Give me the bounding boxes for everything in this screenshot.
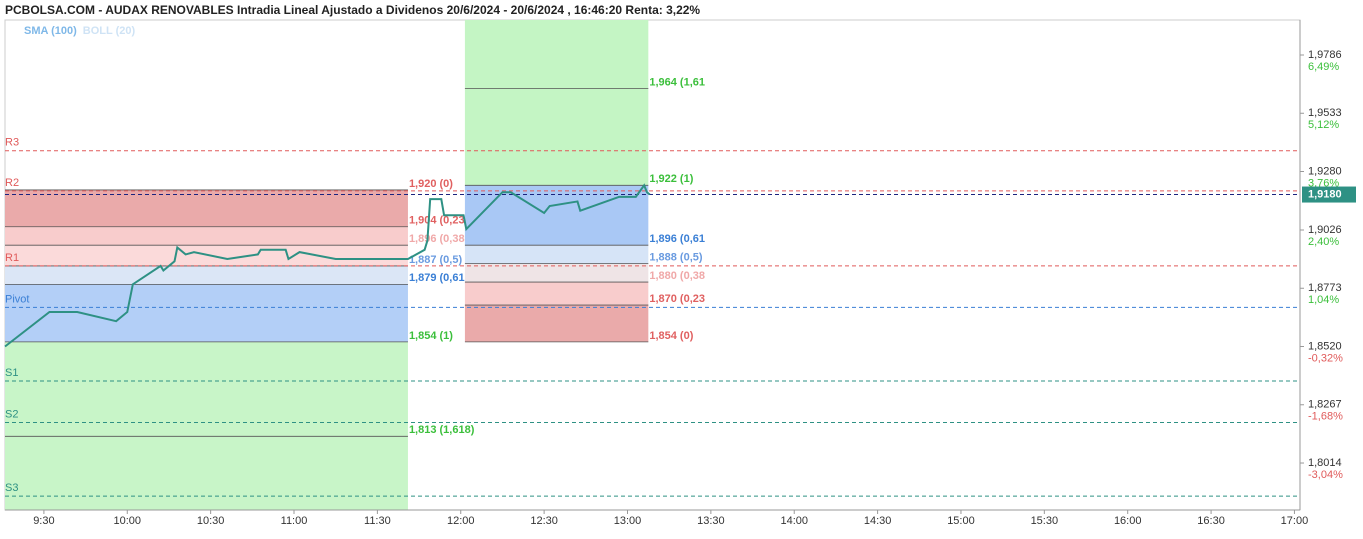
fib-zone: [5, 265, 408, 285]
y-tick-label: 1,9280: [1308, 165, 1342, 177]
fib-label: 1,896 (0,61: [649, 233, 705, 245]
x-tick-label: 12:30: [530, 515, 558, 527]
pivot-label: R1: [5, 252, 19, 264]
x-tick-label: 10:00: [114, 515, 142, 527]
price-line: [4, 183, 651, 348]
x-tick-label: 11:00: [281, 515, 308, 527]
y-tick-percent: -1,68%: [1308, 411, 1343, 423]
fib-label: 1,920 (0): [409, 178, 453, 190]
pivot-label: S3: [5, 482, 18, 494]
x-tick-label: 17:00: [1281, 515, 1309, 527]
fib-label: 1,904 (0,236): [409, 215, 475, 227]
x-tick-label: 14:00: [780, 515, 808, 527]
x-tick-label: 11:30: [364, 515, 391, 527]
fib-label: 1,870 (0,23: [649, 293, 705, 305]
fib-label: 1,813 (1,618): [409, 424, 475, 436]
fib-zone: [5, 436, 408, 510]
fib-zone: [464, 185, 649, 246]
fib-label: 1,964 (1,61: [649, 77, 705, 89]
fib-zone: [5, 226, 408, 246]
indicator-legend: SMA (100): [24, 25, 77, 37]
fib-zone: [464, 245, 649, 264]
x-tick-label: 12:00: [447, 515, 475, 527]
y-tick-label: 1,9786: [1308, 49, 1342, 61]
indicator-legend: BOLL (20): [83, 25, 136, 37]
x-tick-label: 14:30: [864, 515, 892, 527]
fib-label: 1,854 (0): [649, 330, 693, 342]
fib-zone: [464, 20, 649, 186]
x-tick-label: 10:30: [197, 515, 225, 527]
y-tick-percent: -3,04%: [1308, 469, 1343, 481]
fib-label: 1,880 (0,38: [649, 270, 705, 282]
pivot-label: R2: [5, 177, 19, 189]
fib-label: 1,854 (1): [409, 330, 453, 342]
pivot-label: Pivot: [5, 293, 29, 305]
last-price-label: 1,9180: [1308, 188, 1342, 200]
y-tick-percent: 3,76%: [1308, 177, 1339, 189]
y-tick-percent: 1,04%: [1308, 294, 1339, 306]
y-tick-label: 1,8773: [1308, 282, 1342, 294]
y-tick-label: 1,9026: [1308, 224, 1342, 236]
chart-title: PCBOLSA.COM - AUDAX RENOVABLES Intradia …: [5, 3, 700, 17]
y-tick-label: 1,9533: [1308, 107, 1342, 119]
fib-label: 1,888 (0,5): [649, 252, 703, 264]
x-tick-label: 15:30: [1031, 515, 1059, 527]
fib-label: 1,922 (1): [649, 173, 693, 185]
x-tick-label: 16:00: [1114, 515, 1142, 527]
fib-label: 1,887 (0,5): [409, 254, 463, 266]
y-tick-label: 1,8520: [1308, 340, 1342, 352]
fib-label: 1,896 (0,382): [409, 233, 475, 245]
pivot-label: R3: [5, 137, 19, 149]
y-tick-percent: 2,40%: [1308, 236, 1339, 248]
x-tick-label: 16:30: [1197, 515, 1225, 527]
fib-zone: [464, 282, 649, 306]
y-tick-percent: -0,32%: [1308, 352, 1343, 364]
fib-label: 1,879 (0,618): [409, 272, 475, 284]
y-tick-label: 1,8014: [1308, 457, 1342, 469]
y-tick-percent: 6,49%: [1308, 61, 1339, 73]
fib-zone: [5, 284, 408, 342]
y-tick-label: 1,8267: [1308, 399, 1342, 411]
fib-zone: [464, 263, 649, 283]
last-price-tag: [1302, 186, 1356, 203]
pivot-label: S2: [5, 408, 18, 420]
fib-zone: [5, 189, 408, 227]
fib-zone: [464, 305, 649, 342]
y-tick-percent: 5,12%: [1308, 119, 1339, 131]
pivot-label: S1: [5, 367, 18, 379]
x-tick-label: 15:00: [947, 515, 975, 527]
x-tick-label: 13:00: [614, 515, 642, 527]
fib-zone: [5, 341, 408, 437]
x-tick-label: 9:30: [33, 515, 54, 527]
x-tick-label: 13:30: [697, 515, 725, 527]
